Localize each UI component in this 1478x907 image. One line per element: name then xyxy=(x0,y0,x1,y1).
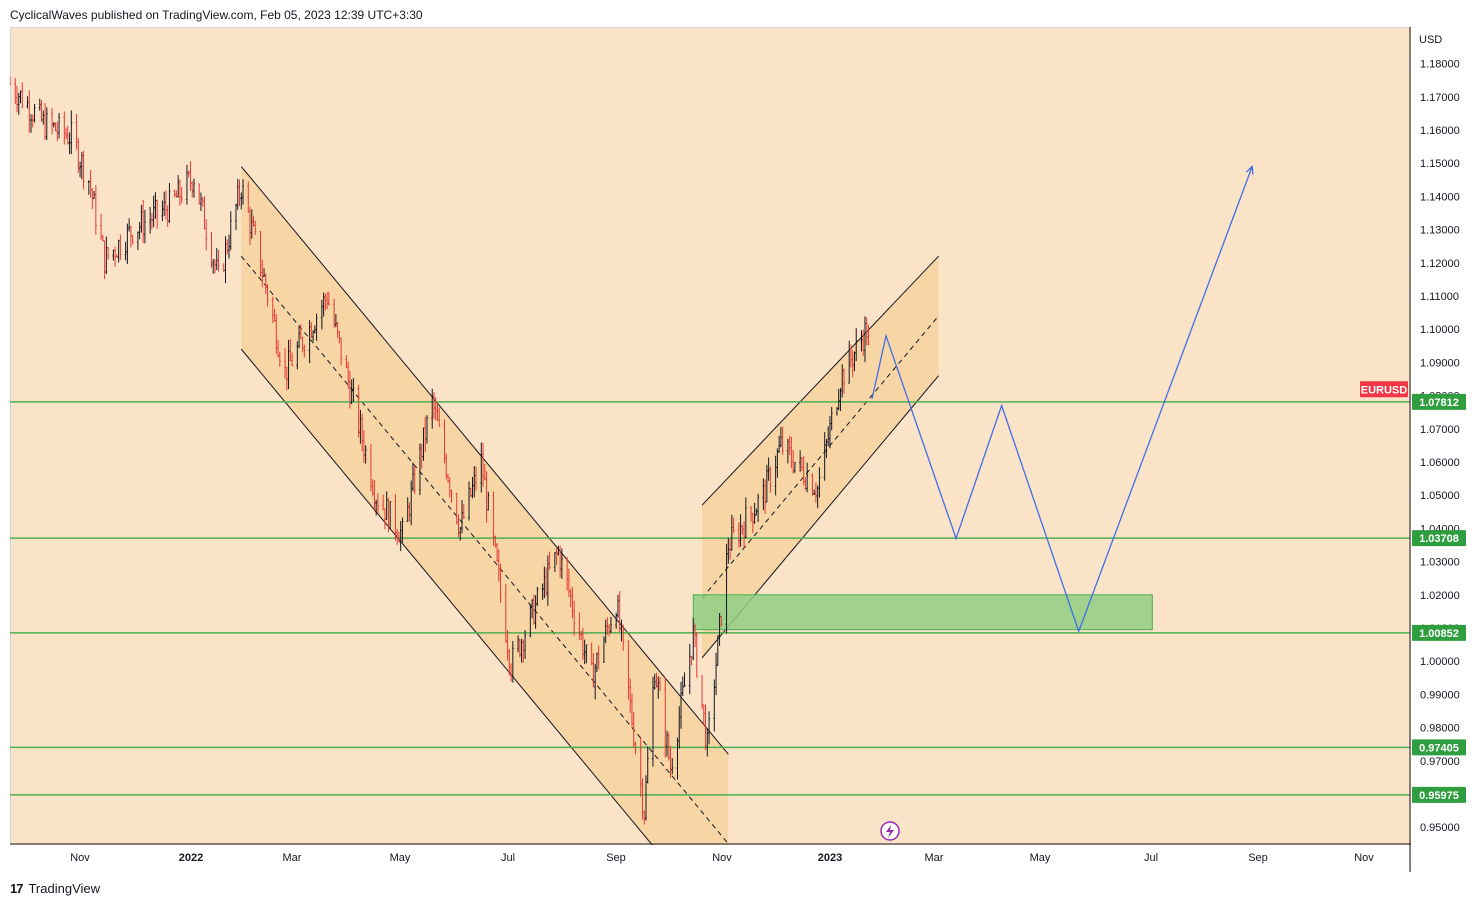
tradingview-logo-icon: 17 xyxy=(10,881,22,896)
price-tick-label: 1.07000 xyxy=(1420,424,1460,436)
level-price-tag-text: 0.95975 xyxy=(1419,790,1459,802)
channel-layer xyxy=(241,167,938,872)
time-tick-label: 2022 xyxy=(179,852,203,864)
time-tick-label: Mar xyxy=(925,852,944,864)
price-chart[interactable]: USD 1.18000 1.17000 1.16000 1.15000 1.14000 1.… xyxy=(10,27,1469,872)
time-tick-label: Nov xyxy=(712,852,732,864)
price-tick-label: 1.06000 xyxy=(1420,457,1460,469)
level-price-tag-text: 1.00852 xyxy=(1419,628,1459,640)
time-tick-label: Sep xyxy=(1248,852,1268,864)
level-price-tag-text: 1.03708 xyxy=(1419,533,1459,545)
price-tick-label: 1.18000 xyxy=(1420,59,1460,71)
channel-upper-line[interactable] xyxy=(241,167,728,755)
price-tick-label: 0.99000 xyxy=(1420,689,1460,701)
zone-layer xyxy=(693,595,1152,630)
price-tick-label: 0.98000 xyxy=(1420,723,1460,735)
price-tick-label: 1.15000 xyxy=(1420,158,1460,170)
time-tick-label: Nov xyxy=(70,852,90,864)
axes-layer: USD 1.18000 1.17000 1.16000 1.15000 1.14000 1.… xyxy=(10,27,1469,872)
price-tick-label: 1.00000 xyxy=(1420,656,1460,668)
price-tick-label: 1.12000 xyxy=(1420,258,1460,270)
publisher-header: CyclicalWaves published on TradingView.c… xyxy=(10,8,423,22)
time-tick-label: Mar xyxy=(283,852,302,864)
price-tick-label: 1.02000 xyxy=(1420,590,1460,602)
time-axis-bg xyxy=(10,845,1410,872)
projection-layer xyxy=(872,167,1253,632)
time-tick-label: 2023 xyxy=(818,852,842,864)
tradingview-logo[interactable]: 17 TradingView xyxy=(10,881,100,896)
price-tick-label: 1.11000 xyxy=(1420,291,1459,303)
price-tick-label: 1.13000 xyxy=(1420,225,1460,237)
price-tick-label: 1.03000 xyxy=(1420,557,1460,569)
price-tick-label: 0.95000 xyxy=(1420,822,1460,834)
time-tick-label: Sep xyxy=(606,852,626,864)
symbol-tag-text: EURUSD xyxy=(1361,384,1408,396)
time-tick-label: May xyxy=(1030,852,1051,864)
price-tick-label: 1.05000 xyxy=(1420,490,1460,502)
demand-zone[interactable] xyxy=(693,595,1152,630)
time-tick-label: Nov xyxy=(1354,852,1374,864)
footer-brand: TradingView xyxy=(28,881,100,896)
level-price-tag-text: 1.07812 xyxy=(1419,397,1459,409)
price-tick-label: 1.14000 xyxy=(1420,191,1460,203)
channel-middle-line[interactable] xyxy=(241,256,728,844)
time-tick-label: May xyxy=(390,852,411,864)
price-tick-label: 1.09000 xyxy=(1420,357,1460,369)
channel-fill xyxy=(241,167,728,872)
price-tick-label: 1.10000 xyxy=(1420,324,1460,336)
price-tick-label: 1.17000 xyxy=(1420,92,1460,104)
projection-path[interactable] xyxy=(872,167,1252,632)
level-price-tag-text: 0.97405 xyxy=(1419,742,1459,754)
price-tick-label: 1.16000 xyxy=(1420,125,1460,137)
time-tick-label: Jul xyxy=(1144,852,1158,864)
currency-label: USD xyxy=(1419,34,1442,46)
time-tick-label: Jul xyxy=(501,852,515,864)
price-tick-label: 0.97000 xyxy=(1420,756,1460,768)
